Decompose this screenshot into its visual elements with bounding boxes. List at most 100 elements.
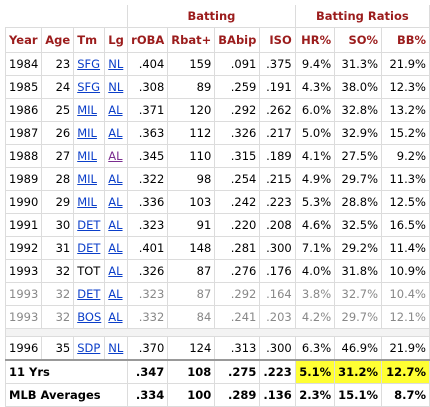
team-link[interactable]: BOS	[77, 310, 102, 324]
team-link[interactable]: SFG	[77, 80, 101, 94]
cell: .370	[127, 336, 169, 361]
cell: 100	[167, 383, 216, 407]
cell: .176	[259, 259, 296, 283]
cell: .262	[259, 98, 296, 122]
team-link[interactable]: SFG	[77, 57, 101, 71]
cell: SFG	[73, 75, 106, 99]
team-link[interactable]: MIL	[77, 126, 97, 140]
data-row: 1988 27 MIL AL .345 110.315.189 4.1% 27.5% 9.2%	[4, 144, 430, 168]
cell: .300	[259, 236, 296, 260]
team-link[interactable]: MIL	[77, 172, 97, 186]
cell: 32.7%	[334, 282, 383, 306]
cell: 21.9%	[381, 336, 430, 361]
data-row: 1986 25 MIL AL .371 120.292.262 6.0% 32.8% 13.2%	[4, 98, 430, 122]
team-link[interactable]: MIL	[77, 195, 97, 209]
league-link[interactable]: AL	[108, 172, 123, 186]
cell: 120	[167, 98, 216, 122]
cell: 6.0%	[294, 98, 336, 122]
cell: 12.3%	[381, 75, 430, 99]
cell: 91	[167, 213, 216, 237]
data-row: 1993 32 BOS AL .332 84.241.203 4.2% 29.7% 12.1%	[4, 305, 430, 329]
cell: 38.0%	[334, 75, 383, 99]
cell: DET	[73, 213, 106, 237]
cell: 11.4%	[381, 236, 430, 260]
cell: 27	[41, 144, 75, 168]
cell: 6.3%	[294, 336, 336, 361]
cell: 24	[41, 75, 75, 99]
cell: MIL	[73, 144, 106, 168]
cell: 9.2%	[381, 144, 430, 168]
league-link[interactable]: AL	[108, 241, 123, 255]
cell: 23	[41, 52, 75, 76]
stats-table: Batting Batting Ratios Year Age Tm Lg rOBA Rbat…	[4, 5, 430, 407]
cell: 12.1%	[381, 305, 430, 329]
league-link[interactable]: AL	[108, 195, 123, 209]
team-link[interactable]: MIL	[77, 103, 97, 117]
team-link[interactable]: DET	[77, 241, 101, 255]
cell: 103	[167, 190, 216, 214]
cell: .289	[214, 383, 261, 407]
league-link[interactable]: AL	[108, 126, 123, 140]
column-header: Age	[41, 27, 75, 53]
cell: TOT	[73, 259, 106, 283]
cell: SFG	[73, 52, 106, 76]
team-link[interactable]: DET	[77, 218, 101, 232]
cell: MIL	[73, 190, 106, 214]
cell: 15.2%	[381, 121, 430, 145]
data-row: 1993 32 DET AL .323 87.292.164 3.8% 32.7% 10.4%	[4, 282, 430, 306]
cell: 1985	[4, 75, 43, 99]
data-row: 1989 28 MIL AL .322 98.254.215 4.9% 29.7% 11.3%	[4, 167, 430, 191]
data-row: 1987 26 MIL AL .363 112.326.217 5.0% 32.9% 15.2%	[4, 121, 430, 145]
team-link[interactable]: SDP	[77, 341, 101, 355]
cell: .292	[214, 98, 261, 122]
cell: .336	[127, 190, 169, 214]
cell: MIL	[73, 98, 106, 122]
cell: 12.5%	[381, 190, 430, 214]
cell: MIL	[73, 167, 106, 191]
cell: 10.4%	[381, 282, 430, 306]
cell: 2.3%	[294, 383, 336, 407]
cell: 25	[41, 98, 75, 122]
data-row: 1985 24 SFG NL .308 89.259.191 4.3% 38.0% 12.3%	[4, 75, 430, 99]
cell: 31.2%	[334, 359, 383, 384]
cell: 4.0%	[294, 259, 336, 283]
cell: 1992	[4, 236, 43, 260]
team-link[interactable]: DET	[77, 287, 101, 301]
cell: .345	[127, 144, 169, 168]
cell: .323	[127, 213, 169, 237]
league-link[interactable]: AL	[108, 310, 123, 324]
cell: 28	[41, 167, 75, 191]
cell: BOS	[73, 305, 106, 329]
league-link[interactable]: AL	[108, 103, 123, 117]
cell: AL	[104, 121, 129, 145]
column-header: Tm	[73, 27, 106, 53]
league-link[interactable]: AL	[108, 149, 123, 163]
cell: 32	[41, 305, 75, 329]
cell: AL	[104, 98, 129, 122]
cell: DET	[73, 282, 106, 306]
spacer-cell	[5, 328, 430, 337]
cell: 28.8%	[334, 190, 383, 214]
cell: AL	[104, 213, 129, 237]
league-link[interactable]: AL	[108, 264, 123, 278]
cell: .189	[259, 144, 296, 168]
cell: 89	[167, 75, 216, 99]
league-link[interactable]: AL	[108, 287, 123, 301]
team-link[interactable]: MIL	[77, 149, 97, 163]
league-link[interactable]: NL	[108, 80, 124, 94]
league-link[interactable]: AL	[108, 218, 123, 232]
cell: .091	[214, 52, 261, 76]
cell: 31	[41, 236, 75, 260]
cell: .241	[214, 305, 261, 329]
cell: 1993	[4, 259, 43, 283]
cell: 10.9%	[381, 259, 430, 283]
data-row: 1993 32 TOT AL .326 87.276.176 4.0% 31.8% 10.9%	[4, 259, 430, 283]
cell: 29.7%	[334, 305, 383, 329]
cell: SDP	[73, 336, 106, 361]
column-header: Year	[4, 27, 43, 53]
league-link[interactable]: NL	[108, 57, 124, 71]
cell: 1990	[4, 190, 43, 214]
cell: .208	[259, 213, 296, 237]
league-link[interactable]: NL	[108, 341, 124, 355]
cell: 1986	[4, 98, 43, 122]
